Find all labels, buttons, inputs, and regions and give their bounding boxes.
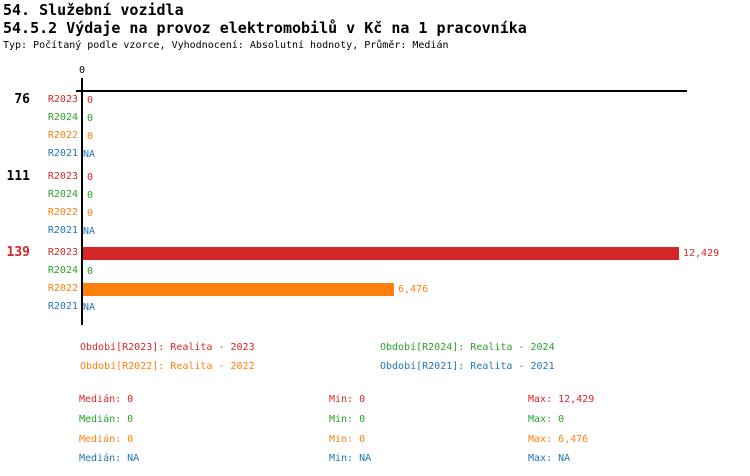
stat-value: 0 xyxy=(127,434,134,445)
stat-max-r2021: Max: NA xyxy=(528,453,570,465)
stat-median-r2024: Medián: 0 xyxy=(79,414,133,426)
stat-value: 0 xyxy=(359,414,366,425)
stat-label: Max: xyxy=(528,453,553,464)
x-axis-line xyxy=(76,90,687,92)
bar-value-label: 0 xyxy=(87,130,94,142)
legend-item-r2021: Období[R2021]: Realita - 2021 xyxy=(380,361,555,372)
bar-value-label: NA xyxy=(83,301,96,313)
group-label: 111 xyxy=(6,169,30,184)
stat-value: 0 xyxy=(127,414,134,425)
stat-value: 0 xyxy=(558,414,565,425)
chart-row: 139 R2023 12,429 xyxy=(0,244,750,262)
stat-min-r2021: Min: NA xyxy=(329,453,371,465)
stat-label: Medián: xyxy=(79,453,122,464)
chart-row: R2024 0 xyxy=(0,109,750,127)
series-period-label: R2022 xyxy=(47,283,78,294)
stat-min-r2023: Min: 0 xyxy=(329,394,365,406)
chart-row: R2024 0 xyxy=(0,262,750,280)
stat-label: Max: xyxy=(528,414,553,425)
legend-item-r2022: Období[R2022]: Realita - 2022 xyxy=(80,361,255,372)
stat-label: Medián: xyxy=(79,414,122,425)
stat-median-r2022: Medián: 0 xyxy=(79,434,133,446)
chart-row: R2022 0 xyxy=(0,204,750,222)
stat-value: NA xyxy=(127,453,140,464)
series-period-label: R2024 xyxy=(47,265,78,276)
stat-value: NA xyxy=(359,453,372,464)
page-title: 54. Služební vozidla xyxy=(3,1,184,19)
series-period-label: R2022 xyxy=(47,130,78,141)
legend-item-r2024: Období[R2024]: Realita - 2024 xyxy=(380,342,555,353)
bar-value-label: 0 xyxy=(87,94,94,106)
stat-value: 0 xyxy=(359,394,366,405)
chart-row: R2021 NA xyxy=(0,222,750,240)
stat-label: Medián: xyxy=(79,394,122,405)
stat-label: Max: xyxy=(528,394,553,405)
group-label: 139 xyxy=(6,245,30,260)
stat-label: Min: xyxy=(329,394,354,405)
bar-value-label: 0 xyxy=(87,265,94,277)
series-period-label: R2023 xyxy=(47,247,78,258)
stat-label: Min: xyxy=(329,434,354,445)
bar-value-label: NA xyxy=(83,148,96,160)
bar-value-label: 0 xyxy=(87,171,94,183)
series-period-label: R2023 xyxy=(47,94,78,105)
bar-value-label: NA xyxy=(83,225,96,237)
chart-row: R2022 6,476 xyxy=(0,280,750,298)
chart-row: R2021 NA xyxy=(0,298,750,316)
stat-min-r2022: Min: 0 xyxy=(329,434,365,446)
y-axis-line xyxy=(81,78,83,325)
stat-min-r2024: Min: 0 xyxy=(329,414,365,426)
series-period-label: R2022 xyxy=(47,207,78,218)
page-subtitle: 54.5.2 Výdaje na provoz elektromobilů v … xyxy=(3,19,527,37)
bar-value-label: 6,476 xyxy=(398,283,429,295)
chart-row: R2021 NA xyxy=(0,145,750,163)
stat-max-r2024: Max: 0 xyxy=(528,414,564,426)
bar-value-label: 12,429 xyxy=(683,247,720,259)
series-period-label: R2023 xyxy=(47,171,78,182)
series-period-label: R2021 xyxy=(47,148,78,159)
stat-max-r2023: Max: 12,429 xyxy=(528,394,594,406)
chart-row: 111 R2023 0 xyxy=(0,168,750,186)
stat-label: Min: xyxy=(329,453,354,464)
stat-label: Medián: xyxy=(79,434,122,445)
series-period-label: R2024 xyxy=(47,189,78,200)
bar-r2022 xyxy=(83,282,394,296)
axis-tick-label: 0 xyxy=(78,65,86,76)
chart-meta: Typ: Počítaný podle vzorce, Vyhodnocení:… xyxy=(3,40,449,51)
bar-r2023 xyxy=(83,246,679,260)
chart-row: 76 R2023 0 xyxy=(0,91,750,109)
chart-row: R2024 0 xyxy=(0,186,750,204)
stat-value: NA xyxy=(558,453,571,464)
group-label: 76 xyxy=(14,92,30,107)
stat-value: 0 xyxy=(359,434,366,445)
legend-item-r2023: Období[R2023]: Realita - 2023 xyxy=(80,342,255,353)
stat-median-r2023: Medián: 0 xyxy=(79,394,133,406)
series-period-label: R2024 xyxy=(47,112,78,123)
bar-value-label: 0 xyxy=(87,207,94,219)
stat-value: 0 xyxy=(127,394,134,405)
series-period-label: R2021 xyxy=(47,225,78,236)
chart-row: R2022 0 xyxy=(0,127,750,145)
series-period-label: R2021 xyxy=(47,301,78,312)
stat-value: 6,476 xyxy=(558,434,589,445)
bar-value-label: 0 xyxy=(87,112,94,124)
stat-median-r2021: Medián: NA xyxy=(79,453,139,465)
stat-value: 12,429 xyxy=(558,394,595,405)
stat-label: Max: xyxy=(528,434,553,445)
stat-max-r2022: Max: 6,476 xyxy=(528,434,588,446)
stat-label: Min: xyxy=(329,414,354,425)
bar-value-label: 0 xyxy=(87,189,94,201)
